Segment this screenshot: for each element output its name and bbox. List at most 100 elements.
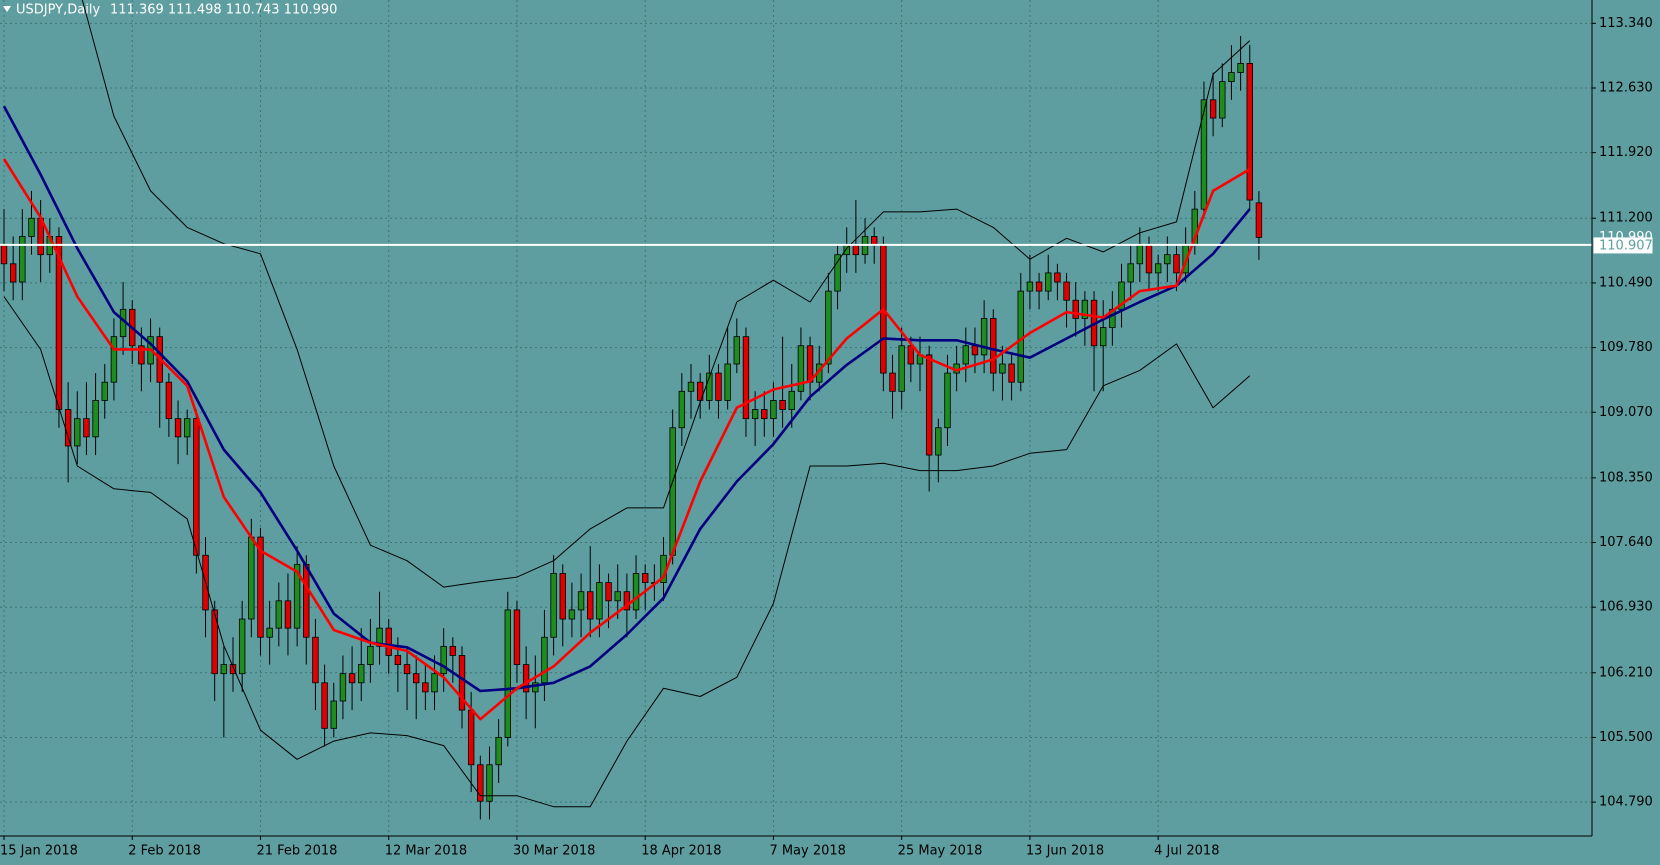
candle-body	[0, 245, 8, 265]
candle-body	[1246, 62, 1253, 201]
candle-body	[1026, 281, 1034, 292]
x-tick-label: 7 May 2018	[769, 844, 846, 859]
candle-body	[238, 618, 246, 675]
candle-body	[220, 664, 228, 675]
candle-body	[348, 673, 356, 684]
x-tick-label: 4 Jul 2018	[1154, 844, 1219, 859]
candle-body	[477, 764, 484, 802]
bid-label: 110.907	[1599, 238, 1653, 253]
candle-body	[532, 682, 539, 693]
candle-body	[64, 409, 72, 447]
grid-layer	[0, 0, 1592, 836]
candle-body	[275, 600, 282, 629]
symbol-title: USDJPY,Daily	[16, 3, 100, 18]
candle-body	[596, 582, 603, 620]
candle-body	[1228, 72, 1235, 83]
candle-body	[1063, 281, 1070, 301]
candle-body	[632, 573, 640, 611]
candle-body	[1145, 245, 1153, 274]
candle-body	[1045, 272, 1052, 292]
candle-body	[1173, 254, 1180, 274]
candle-body	[733, 336, 740, 365]
axis-layer: 113.340 112.630 111.920 111.200 110.490 109.7…	[0, 16, 1653, 859]
candle-body	[183, 418, 191, 438]
candle-body	[788, 390, 795, 410]
candle-body	[422, 682, 429, 693]
y-tick-label: 112.630	[1599, 80, 1653, 95]
candle-body	[1054, 272, 1061, 283]
candle-body	[522, 664, 530, 693]
candle-body	[1035, 281, 1043, 292]
candle-body	[751, 409, 759, 420]
x-tick-label: 13 Jun 2018	[1026, 844, 1104, 859]
candle-body	[1154, 263, 1162, 274]
candle-body	[623, 591, 631, 611]
y-tick-label: 106.210	[1599, 665, 1653, 680]
x-tick-label: 18 Apr 2018	[641, 844, 721, 859]
candle-body	[458, 655, 466, 711]
candle-body	[715, 372, 722, 401]
y-tick-label: 107.640	[1599, 535, 1653, 550]
candle-body	[193, 418, 200, 556]
candle-body	[990, 318, 997, 374]
candle-body	[449, 645, 457, 656]
candle-body	[742, 336, 750, 420]
candle-body	[935, 427, 942, 456]
candle-body	[962, 345, 969, 365]
candle-body	[577, 591, 585, 611]
x-tick-label: 25 May 2018	[898, 844, 983, 859]
candle-body	[9, 263, 17, 283]
candle-body	[174, 418, 182, 438]
candle-body	[74, 418, 81, 447]
indicator-line	[81, 0, 1251, 588]
candle-body	[614, 591, 621, 602]
menu-arrow[interactable]	[3, 6, 11, 12]
candle-body	[330, 700, 337, 729]
candle-body	[248, 536, 255, 620]
candle-body	[1081, 299, 1089, 319]
indicator-line	[3, 296, 1251, 808]
x-tick-label: 21 Feb 2018	[256, 844, 337, 859]
candle-body	[779, 400, 786, 410]
candle-body	[1136, 245, 1144, 265]
candle-body	[1164, 254, 1171, 265]
candle-body	[92, 400, 99, 438]
indicator-line	[2, 105, 1251, 693]
y-tick-label: 110.490	[1599, 275, 1653, 290]
candle-body	[303, 563, 310, 638]
candle-body	[724, 363, 731, 401]
candle-body	[486, 764, 493, 802]
candle-body	[568, 609, 576, 620]
bid-label-box	[1593, 237, 1653, 254]
ohlc-readout: 111.369 111.498 110.743 110.990	[110, 3, 337, 18]
plot-layer	[0, 0, 1592, 820]
y-tick-label: 109.070	[1599, 405, 1653, 420]
candle-body	[907, 345, 915, 365]
candle-body	[513, 609, 521, 665]
candle-body	[1255, 202, 1263, 238]
candle-body	[669, 427, 676, 556]
candle-body	[898, 345, 905, 392]
candle-body	[761, 409, 768, 420]
candle-body	[971, 345, 979, 356]
y-tick-label: 108.350	[1599, 470, 1653, 485]
x-tick-label: 12 Mar 2018	[385, 844, 467, 859]
candle-body	[229, 664, 237, 675]
candle-body	[706, 372, 713, 401]
candle-body	[1008, 363, 1015, 383]
candle-body	[642, 573, 649, 583]
indicator-line	[2, 158, 1251, 721]
candle-body	[431, 673, 438, 693]
candle-body	[687, 381, 695, 392]
candle-body	[376, 627, 383, 647]
candle-body	[358, 664, 365, 684]
candle-body	[999, 363, 1006, 374]
candle-body	[852, 245, 860, 256]
candle-body	[1072, 299, 1079, 319]
candle-body	[944, 372, 951, 429]
candle-body	[550, 573, 557, 638]
candle-body	[385, 627, 392, 656]
candle-body	[28, 217, 35, 237]
candle-body	[587, 591, 594, 620]
